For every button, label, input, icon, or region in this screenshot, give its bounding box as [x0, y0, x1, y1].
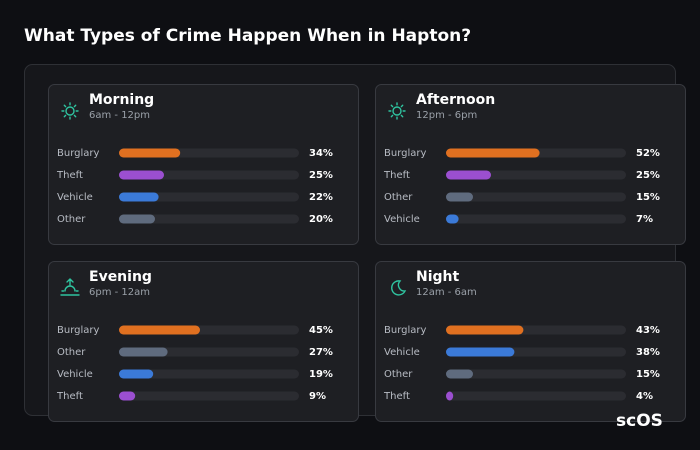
category-label: Other [57, 214, 86, 225]
value-label: 45% [309, 325, 333, 336]
panel [375, 84, 686, 245]
panel-subtitle: 6pm - 12am [89, 287, 150, 298]
bar [446, 192, 473, 202]
value-label: 43% [636, 325, 660, 336]
value-label: 7% [636, 214, 653, 225]
category-label: Vehicle [384, 347, 420, 358]
bar [446, 214, 459, 224]
bar [446, 148, 540, 158]
category-label: Vehicle [57, 192, 93, 203]
bar-track [446, 170, 626, 180]
bar-track [119, 391, 299, 401]
bar-track [446, 369, 626, 379]
bar [119, 347, 168, 357]
category-label: Vehicle [57, 369, 93, 380]
value-label: 25% [309, 170, 333, 181]
bar-track [446, 192, 626, 202]
bar [119, 170, 164, 180]
category-label: Burglary [57, 148, 99, 159]
bar [119, 391, 136, 401]
value-label: 52% [636, 148, 660, 159]
value-label: 15% [636, 192, 660, 203]
watermark: scOS [616, 411, 663, 431]
value-label: 34% [309, 148, 333, 159]
category-label: Burglary [384, 148, 426, 159]
category-label: Burglary [384, 325, 426, 336]
panel [48, 261, 359, 422]
panel-subtitle: 12pm - 6pm [416, 110, 477, 121]
bar [446, 325, 524, 335]
bar [446, 347, 515, 357]
panel-title: Evening [89, 269, 152, 285]
bar-track [446, 391, 626, 401]
value-label: 27% [309, 347, 333, 358]
category-label: Vehicle [384, 214, 420, 225]
panel-title: Night [416, 269, 460, 285]
value-label: 4% [636, 391, 653, 402]
category-label: Theft [383, 170, 410, 181]
panel-subtitle: 6am - 12pm [89, 110, 150, 121]
category-label: Other [384, 192, 413, 203]
bar [119, 148, 181, 158]
bar [119, 192, 159, 202]
page-title: What Types of Crime Happen When in Hapto… [24, 26, 471, 46]
value-label: 22% [309, 192, 333, 203]
bar [119, 214, 155, 224]
bar [446, 369, 473, 379]
value-label: 38% [636, 347, 660, 358]
value-label: 9% [309, 391, 326, 402]
bar-track [446, 214, 626, 224]
panel [48, 84, 359, 245]
value-label: 19% [309, 369, 333, 380]
category-label: Theft [383, 391, 410, 402]
bar [446, 170, 491, 180]
panel [375, 261, 686, 422]
category-label: Other [384, 369, 413, 380]
icon-moon [391, 280, 407, 296]
category-label: Theft [56, 170, 83, 181]
value-label: 15% [636, 369, 660, 380]
category-label: Burglary [57, 325, 99, 336]
icon-sun [388, 102, 406, 120]
bar [119, 369, 154, 379]
bar [119, 325, 200, 335]
icon-sun [61, 102, 79, 120]
bar-track [119, 170, 299, 180]
icon-sunrise [60, 278, 80, 296]
category-label: Theft [56, 391, 83, 402]
value-label: 25% [636, 170, 660, 181]
bar-track [119, 214, 299, 224]
panel-subtitle: 12am - 6am [416, 287, 477, 298]
panel-title: Afternoon [416, 92, 495, 108]
value-label: 20% [309, 214, 333, 225]
bar-track [119, 192, 299, 202]
panel-title: Morning [89, 92, 154, 108]
category-label: Other [57, 347, 86, 358]
bar-track [119, 369, 299, 379]
bar [446, 391, 454, 401]
